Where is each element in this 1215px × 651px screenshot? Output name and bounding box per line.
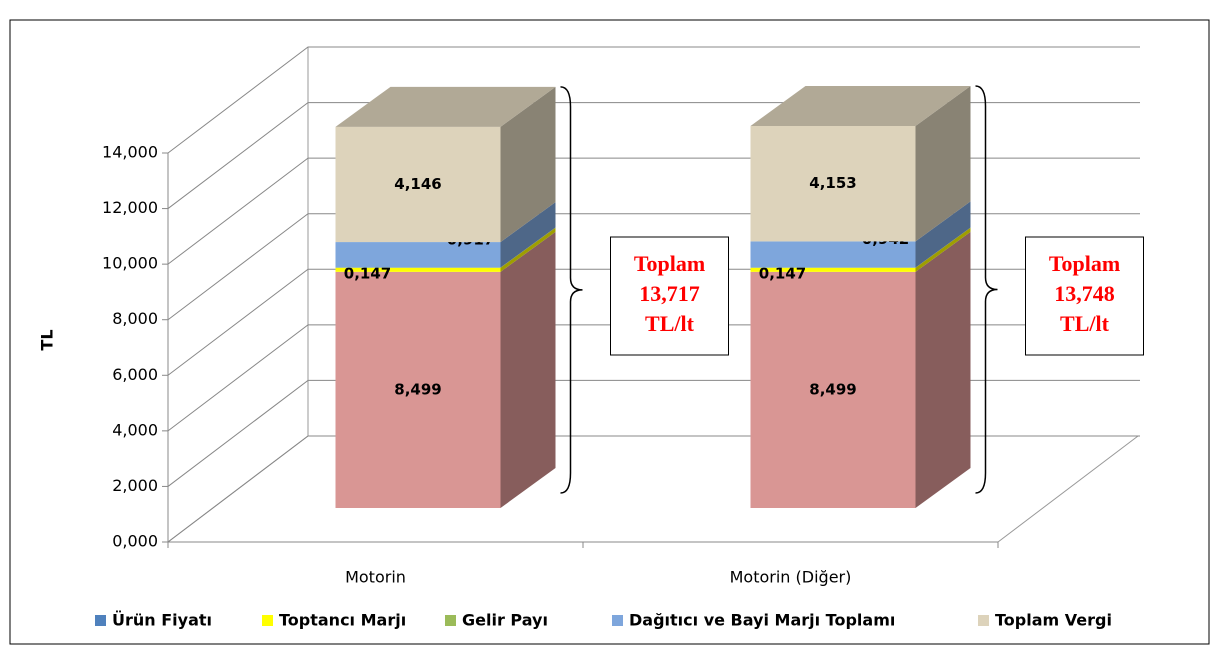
- bar-side: [500, 202, 556, 268]
- legend-swatch: [612, 615, 623, 626]
- bar-side: [500, 86, 556, 243]
- legend-label: Toptancı Marjı: [279, 611, 406, 630]
- x-tick-label: Motorin: [345, 568, 406, 587]
- y-tick-label: 2,000: [112, 476, 158, 495]
- y-tick-label: 14,000: [102, 143, 158, 162]
- legend-label: Toplam Vergi: [995, 611, 1112, 630]
- annotation-box: [1025, 236, 1144, 356]
- y-axis-label: TL: [38, 329, 57, 350]
- brace: [560, 86, 583, 494]
- value-label: 8,499: [809, 380, 856, 398]
- legend-label: Dağıtıcı ve Bayi Marjı Toplamı: [629, 611, 895, 630]
- bar-segment: [335, 242, 501, 268]
- x-tick-label: Motorin (Diğer): [730, 568, 852, 587]
- annotation: Toplam: [634, 251, 705, 276]
- bar-side: [915, 227, 971, 272]
- y-tick-label: 6,000: [112, 365, 158, 384]
- annotation: TL/lt: [1060, 311, 1110, 336]
- annotation-box: [610, 236, 729, 356]
- value-label: 0,147: [344, 264, 391, 282]
- annotation: TL/lt: [645, 311, 695, 336]
- value-label: 4,146: [394, 175, 441, 193]
- y-tick-label: 4,000: [112, 420, 158, 439]
- value-label: 8,499: [394, 380, 441, 398]
- chart-frame: [9, 19, 1210, 645]
- legend-swatch: [445, 615, 456, 626]
- annotation: 13,717: [639, 281, 700, 306]
- value-label: 4,153: [809, 174, 856, 192]
- legend-swatch: [262, 615, 273, 626]
- bar-side: [500, 231, 556, 508]
- bar-side: [915, 201, 971, 268]
- annotation: 13,748: [1054, 281, 1115, 306]
- value-label: 0,147: [759, 264, 806, 282]
- bar-segment: [335, 267, 501, 272]
- brace: [975, 85, 998, 494]
- bar-segment: [335, 126, 501, 243]
- annotation: Toplam: [1049, 251, 1120, 276]
- bar-side: [915, 86, 971, 242]
- y-tick-label: 8,000: [112, 309, 158, 328]
- legend-swatch: [978, 615, 989, 626]
- bar-side: [500, 227, 556, 268]
- bar-side: [500, 227, 556, 272]
- y-tick-label: 0,000: [112, 532, 158, 551]
- bar-side: [915, 231, 971, 508]
- bar-segment: [750, 267, 916, 272]
- y-tick-label: 10,000: [102, 254, 158, 273]
- bar-top: [750, 86, 971, 127]
- bar-top: [335, 86, 556, 127]
- bar-side: [915, 227, 971, 268]
- legend-label: Gelir Payı: [462, 611, 548, 630]
- bar-segment: [750, 241, 916, 268]
- y-tick-label: 12,000: [102, 198, 158, 217]
- bar-segment: [750, 271, 916, 508]
- legend-label: Ürün Fiyatı: [112, 611, 212, 630]
- legend-swatch: [95, 615, 106, 626]
- bar-segment: [750, 126, 916, 242]
- bar-segment: [335, 271, 501, 508]
- grid-line: [167, 46, 1140, 154]
